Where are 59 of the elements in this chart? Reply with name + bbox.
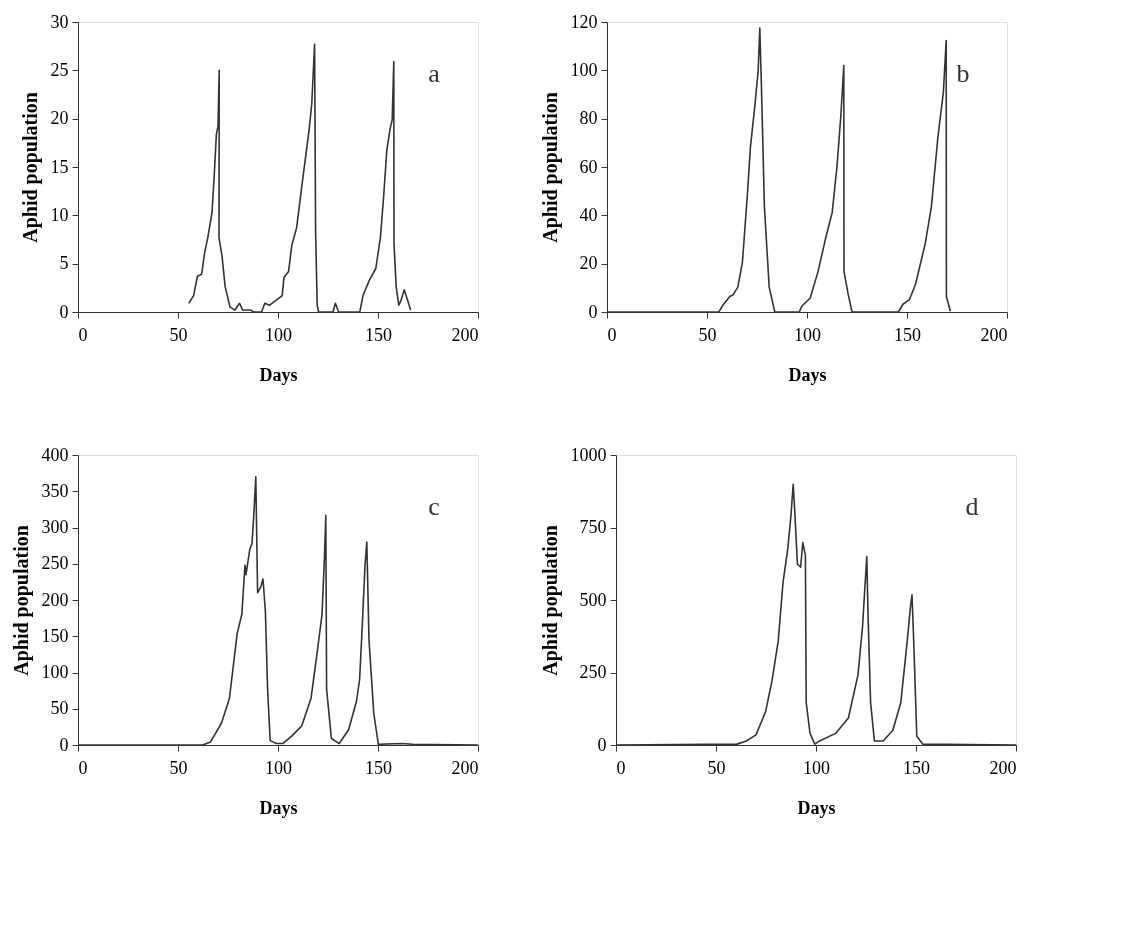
y-tick-label: 5 xyxy=(59,253,69,274)
x-axis-title: Days xyxy=(259,797,298,818)
y-axis-title: Aphid population xyxy=(9,525,33,676)
y-tick-label: 20 xyxy=(50,108,69,129)
x-tick-label: 200 xyxy=(980,324,1008,345)
y-tick-label: 50 xyxy=(50,698,69,719)
x-axis-title: Days xyxy=(259,364,298,385)
annotation: d xyxy=(965,492,979,522)
y-tick-label: 750 xyxy=(579,517,607,537)
y-tick-label: 0 xyxy=(597,734,607,755)
y-tick-label: 100 xyxy=(41,662,69,682)
x-tick-label: 50 xyxy=(169,324,188,345)
x-tick-label: 0 xyxy=(616,757,626,778)
x-tick-label: 100 xyxy=(794,324,821,345)
y-tick-label: 120 xyxy=(570,11,598,32)
x-axis-title: Days xyxy=(788,364,827,385)
x-tick-label: 0 xyxy=(78,757,88,778)
x-tick-label: 100 xyxy=(265,757,292,778)
y-tick-label: 25 xyxy=(50,59,69,80)
y-tick-label: 350 xyxy=(41,480,69,501)
y-tick-label: 0 xyxy=(59,301,69,322)
x-tick-label: 50 xyxy=(169,757,188,778)
x-tick-label: 150 xyxy=(365,757,392,778)
y-tick-label: 500 xyxy=(579,589,607,610)
y-tick-label: 0 xyxy=(59,734,69,755)
y-tick-label: 10 xyxy=(50,204,69,225)
y-tick-label: 250 xyxy=(41,553,69,574)
x-tick-label: 100 xyxy=(803,757,830,778)
y-tick-label: 250 xyxy=(579,662,607,682)
annotation: c xyxy=(428,492,440,522)
x-tick-label: 50 xyxy=(698,324,717,345)
y-tick-label: 150 xyxy=(41,625,69,646)
x-tick-label: 200 xyxy=(451,324,479,345)
x-tick-label: 100 xyxy=(265,324,292,345)
y-tick-label: 15 xyxy=(50,156,69,177)
x-tick-label: 50 xyxy=(707,757,726,778)
y-tick-label: 300 xyxy=(41,517,69,537)
x-tick-label: 0 xyxy=(78,324,88,345)
x-tick-label: 150 xyxy=(365,324,392,345)
y-tick-label: 1000 xyxy=(570,444,607,465)
y-tick-label: 400 xyxy=(41,444,69,465)
y-axis-title: Aphid population xyxy=(538,92,562,243)
x-tick-label: 200 xyxy=(451,757,479,778)
annotation: b xyxy=(956,59,970,89)
y-tick-label: 100 xyxy=(570,59,598,80)
x-axis-title: Days xyxy=(797,797,836,818)
y-tick-label: 40 xyxy=(579,204,598,225)
y-tick-label: 200 xyxy=(41,589,69,610)
x-tick-label: 200 xyxy=(989,757,1017,778)
y-tick-label: 60 xyxy=(579,156,598,177)
y-tick-label: 30 xyxy=(50,11,69,32)
x-tick-label: 150 xyxy=(903,757,930,778)
y-tick-label: 80 xyxy=(579,108,598,129)
annotation: a xyxy=(428,59,441,89)
x-tick-label: 150 xyxy=(894,324,921,345)
y-axis-title: Aphid population xyxy=(538,525,562,676)
y-tick-label: 20 xyxy=(579,253,598,274)
y-axis-title: Aphid population xyxy=(18,92,42,243)
y-tick-label: 0 xyxy=(588,301,598,322)
